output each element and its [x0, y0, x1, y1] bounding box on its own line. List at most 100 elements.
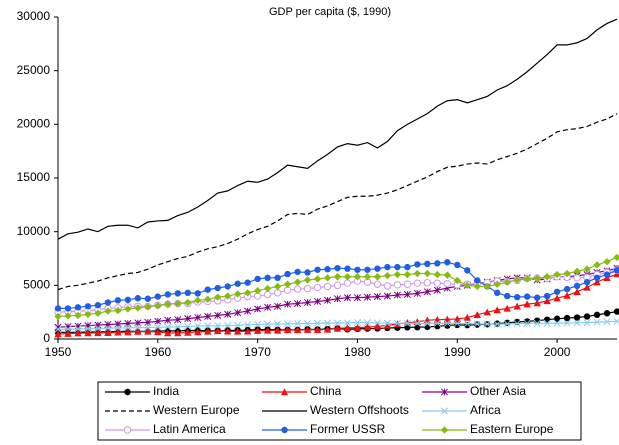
marker	[464, 321, 471, 329]
marker	[324, 266, 331, 273]
marker	[84, 329, 92, 337]
marker	[164, 300, 172, 308]
marker	[264, 274, 271, 282]
marker	[423, 278, 432, 287]
marker	[453, 319, 461, 327]
marker	[144, 295, 152, 302]
marker	[194, 296, 202, 305]
marker	[333, 295, 342, 303]
legend-label: Western Offshoots	[310, 403, 409, 417]
marker	[204, 312, 212, 321]
marker	[393, 281, 402, 289]
marker	[224, 310, 232, 318]
marker	[443, 319, 451, 327]
marker	[414, 261, 421, 268]
marker	[563, 285, 571, 293]
marker	[74, 311, 82, 320]
marker	[493, 320, 501, 328]
marker	[433, 279, 442, 287]
marker	[293, 326, 302, 334]
marker	[523, 275, 531, 283]
marker	[294, 319, 302, 328]
marker	[453, 315, 461, 323]
marker	[54, 330, 62, 338]
marker	[303, 284, 312, 293]
marker	[273, 282, 282, 291]
marker	[154, 302, 162, 310]
marker	[343, 279, 352, 287]
marker	[304, 319, 312, 328]
marker	[274, 320, 282, 328]
marker	[363, 323, 372, 331]
marker	[134, 295, 142, 302]
marker	[104, 299, 112, 306]
marker	[304, 269, 311, 276]
y-tick-label: 20000	[17, 117, 51, 131]
marker	[64, 325, 72, 333]
marker	[373, 280, 382, 288]
series-line	[57, 113, 618, 291]
marker	[333, 273, 342, 281]
chart-title: GDP per capita ($, 1990)	[269, 6, 391, 18]
marker	[583, 319, 591, 327]
marker	[74, 304, 82, 311]
marker	[404, 263, 411, 271]
marker	[413, 279, 422, 287]
marker	[204, 295, 212, 303]
marker	[603, 310, 611, 317]
marker	[373, 293, 381, 301]
marker	[383, 319, 391, 327]
marker	[284, 320, 292, 328]
marker	[154, 323, 162, 331]
marker	[243, 327, 252, 335]
marker	[214, 327, 222, 335]
marker	[64, 312, 72, 320]
marker	[383, 271, 392, 280]
marker	[254, 275, 261, 283]
marker	[363, 319, 371, 327]
marker	[543, 319, 551, 327]
marker	[403, 290, 411, 299]
marker	[423, 288, 431, 296]
marker	[234, 280, 241, 287]
marker	[174, 323, 182, 331]
marker	[54, 325, 62, 333]
marker	[233, 327, 242, 335]
y-tick-label: 15000	[17, 170, 51, 184]
marker	[383, 321, 392, 329]
marker	[184, 328, 192, 336]
marker	[473, 311, 481, 319]
marker	[281, 426, 288, 434]
marker	[274, 274, 281, 282]
marker	[513, 276, 521, 284]
marker	[513, 319, 521, 328]
marker	[513, 302, 521, 310]
marker	[94, 325, 102, 333]
marker	[104, 324, 112, 332]
marker	[313, 275, 322, 283]
marker	[603, 258, 611, 266]
marker	[223, 327, 232, 335]
marker	[353, 319, 362, 327]
marker	[573, 314, 581, 321]
marker	[264, 320, 272, 328]
marker	[254, 320, 262, 328]
marker	[84, 325, 92, 333]
marker	[613, 317, 619, 325]
marker	[463, 281, 471, 290]
marker	[94, 321, 102, 329]
marker	[344, 265, 351, 272]
marker	[174, 329, 182, 337]
marker	[244, 307, 252, 315]
x-tick-label: 2000	[544, 345, 571, 359]
marker	[553, 294, 561, 302]
marker	[84, 310, 92, 319]
marker	[503, 278, 511, 286]
marker	[353, 273, 362, 281]
legend-label: Former USSR	[310, 422, 386, 436]
marker	[473, 320, 481, 328]
marker	[280, 388, 289, 396]
marker	[313, 283, 322, 292]
marker	[154, 317, 162, 325]
y-tick-label: 25000	[17, 63, 51, 77]
